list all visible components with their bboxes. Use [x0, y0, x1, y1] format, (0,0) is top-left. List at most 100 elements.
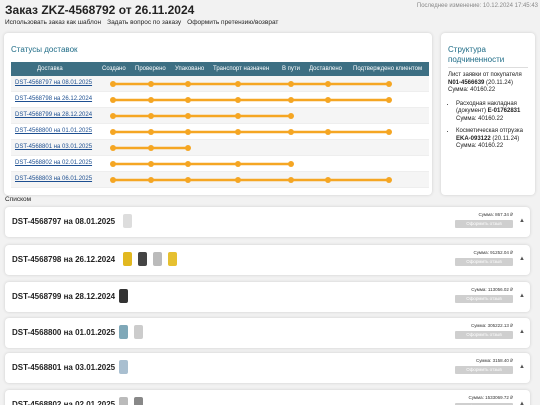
column-header: В пути: [282, 66, 301, 72]
stage-dot: [185, 145, 191, 151]
status-progress: [110, 97, 392, 103]
delivery-card: DST-4568802 на 02.01.2025 Сумма: 1533069.…: [5, 390, 530, 405]
product-thumbnail[interactable]: [123, 214, 132, 228]
status-row: DST-4568798 на 26.12.2024: [11, 92, 429, 108]
status-progress: [110, 177, 392, 183]
delivery-title: DST-4568802 на 02.01.2025: [12, 400, 116, 405]
stage-dot: [288, 161, 294, 167]
stage-dot: [185, 81, 191, 87]
product-thumbnails: [119, 397, 143, 405]
review-button[interactable]: Оформить отзыв: [455, 220, 513, 228]
stage-dot: [148, 145, 154, 151]
collapse-toggle-icon[interactable]: ▲: [519, 329, 525, 335]
stage-dot: [185, 177, 191, 183]
delivery-link[interactable]: DST-4568798 на 26.12.2024: [15, 96, 93, 102]
product-thumbnail[interactable]: [123, 252, 132, 266]
stage-dot: [235, 161, 241, 167]
collapse-toggle-icon[interactable]: ▲: [519, 401, 525, 405]
claim-return-link[interactable]: Оформить претензию/возврат: [187, 19, 279, 26]
ask-question-link[interactable]: Задать вопрос по заказу: [107, 19, 182, 26]
order-header: Заказ ZKZ-4568792 от 26.11.2024 Использо…: [5, 3, 537, 26]
stage-dot: [148, 113, 154, 119]
delivery-sum: Сумма: 1533069.72 ₽: [468, 395, 513, 400]
list-label: Списком: [5, 196, 32, 203]
delivery-statuses-card: Статусы доставок Доставка Создано Провер…: [4, 33, 432, 195]
column-header: Упаковано: [175, 66, 205, 72]
collapse-toggle-icon[interactable]: ▲: [519, 218, 525, 224]
stage-dot: [235, 113, 241, 119]
stage-dot: [148, 129, 154, 135]
review-button[interactable]: Оформить отзыв: [455, 258, 513, 266]
status-row: DST-4568801 на 03.01.2025: [11, 140, 429, 156]
stage-dot: [288, 113, 294, 119]
delivery-sum: Сумма: 305222.13 ₽: [470, 323, 513, 328]
review-button[interactable]: Оформить отзыв: [455, 366, 513, 374]
delivery-sum: Сумма: 91252.04 ₽: [473, 250, 513, 255]
delivery-title: DST-4568798 на 26.12.2024: [12, 255, 116, 264]
status-progress: [110, 129, 392, 135]
delivery-card: DST-4568798 на 26.12.2024 Сумма: 91252.04…: [5, 245, 530, 275]
delivery-title: DST-4568797 на 08.01.2025: [12, 217, 116, 226]
collapse-toggle-icon[interactable]: ▲: [519, 364, 525, 370]
stage-dot: [325, 129, 331, 135]
product-thumbnail[interactable]: [134, 397, 143, 405]
stage-dot: [110, 81, 116, 87]
delivery-link[interactable]: DST-4568802 на 02.01.2025: [15, 160, 93, 166]
stage-dot: [386, 97, 392, 103]
product-thumbnail[interactable]: [119, 360, 128, 374]
collapse-toggle-icon[interactable]: ▲: [519, 293, 525, 299]
delivery-link[interactable]: DST-4568801 на 03.01.2025: [15, 144, 93, 150]
root-sum: Сумма: 40160.22: [448, 87, 496, 94]
delivery-link[interactable]: DST-4568803 на 06.01.2025: [15, 176, 93, 182]
status-row: DST-4568799 на 28.12.2024: [11, 108, 429, 124]
stage-dot: [185, 113, 191, 119]
delivery-title: DST-4568800 на 01.01.2025: [12, 328, 116, 337]
status-progress: [110, 113, 294, 119]
column-header: Создано: [102, 66, 126, 72]
product-thumbnail[interactable]: [119, 289, 128, 303]
delivery-sum: Сумма: 3158.40 ₽: [475, 358, 513, 363]
stage-dot: [235, 129, 241, 135]
stage-dot: [325, 81, 331, 87]
stage-dot: [288, 129, 294, 135]
stage-dot: [386, 129, 392, 135]
stage-dot: [235, 81, 241, 87]
hierarchy-card: Структура подчиненности Лист заявки от п…: [441, 33, 535, 195]
stage-dot: [235, 177, 241, 183]
last-change-timestamp: Последнее изменение: 10.12.2024 17:45:43: [416, 3, 538, 9]
status-table: Доставка Создано Проверено Упаковано Тра…: [11, 62, 429, 188]
stage-dot: [110, 129, 116, 135]
delivery-link[interactable]: DST-4568799 на 28.12.2024: [15, 112, 93, 118]
delivery-link[interactable]: DST-4568797 на 08.01.2025: [15, 80, 93, 86]
stage-dot: [185, 129, 191, 135]
stage-dot: [110, 113, 116, 119]
product-thumbnail[interactable]: [134, 325, 143, 339]
card-title: Статусы доставок: [11, 45, 78, 54]
delivery-card: DST-4568799 на 28.12.2024 Сумма: 113056.0…: [5, 282, 530, 312]
delivery-title: DST-4568799 на 28.12.2024: [12, 292, 116, 301]
hierarchy-title: Структура подчиненности: [448, 45, 528, 69]
stage-dot: [185, 161, 191, 167]
review-button[interactable]: Оформить отзыв: [455, 331, 513, 339]
delivery-link[interactable]: DST-4568800 на 01.01.2025: [15, 128, 93, 134]
product-thumbnail[interactable]: [119, 325, 128, 339]
use-as-template-link[interactable]: Использовать заказ как шаблон: [5, 19, 102, 26]
collapse-toggle-icon[interactable]: ▲: [519, 256, 525, 262]
stage-dot: [235, 97, 241, 103]
review-button[interactable]: Оформить отзыв: [455, 295, 513, 303]
product-thumbnail[interactable]: [119, 397, 128, 405]
stage-dot: [110, 177, 116, 183]
page-title: Заказ ZKZ-4568792 от 26.11.2024: [5, 3, 195, 17]
stage-dot: [148, 97, 154, 103]
hierarchy-child: Косметическая отгрузка EKA-093122 (20.11…: [456, 128, 528, 151]
order-actions: Использовать заказ как шаблон Задать воп…: [5, 19, 537, 26]
product-thumbnail[interactable]: [168, 252, 177, 266]
stage-dot: [325, 177, 331, 183]
status-table-header: Доставка Создано Проверено Упаковано Тра…: [11, 62, 429, 76]
stage-dot: [110, 97, 116, 103]
product-thumbnail[interactable]: [138, 252, 147, 266]
stage-dot: [386, 81, 392, 87]
column-header: Проверено: [135, 66, 166, 72]
status-progress: [110, 145, 191, 151]
product-thumbnail[interactable]: [153, 252, 162, 266]
